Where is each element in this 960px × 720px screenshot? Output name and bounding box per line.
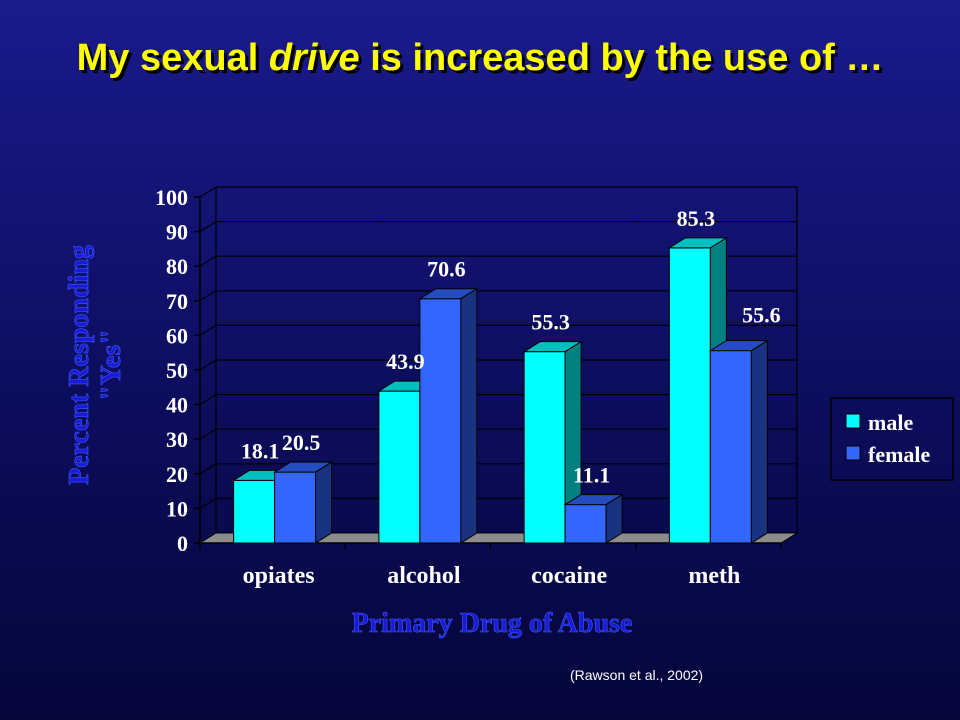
y-tick-label: 50 — [166, 358, 188, 383]
y-tick-label: 30 — [166, 427, 188, 452]
x-axis-title: Primary Drug of Abuse — [352, 608, 633, 639]
y-tick-label: 40 — [166, 393, 188, 418]
y-tick-label: 70 — [166, 289, 188, 314]
y-tick-label: 100 — [155, 185, 188, 210]
bar-side — [315, 461, 333, 544]
bar-female — [272, 461, 334, 544]
title-part2: is increased by the use of … — [359, 37, 884, 79]
title-part1: My sexual — [76, 37, 269, 79]
title-emphasis: drive — [268, 37, 360, 79]
data-label: 18.1 — [241, 438, 280, 463]
bar-front — [668, 247, 711, 544]
y-tick-label: 0 — [177, 531, 188, 556]
legend-label-female: female — [868, 442, 931, 467]
data-label: 20.5 — [282, 430, 321, 455]
bar-front — [378, 390, 421, 544]
bar-front — [709, 350, 752, 544]
bar-side — [605, 493, 623, 544]
data-label: 43.9 — [386, 349, 425, 374]
x-tick-label: cocaine — [531, 563, 607, 589]
y-tick-label: 10 — [166, 496, 188, 521]
y-axis-title-line1: Percent Responding — [64, 245, 95, 485]
data-label: 70.6 — [427, 257, 466, 282]
bar-front — [419, 298, 462, 544]
x-tick-label: opiates — [243, 563, 315, 589]
data-label: 55.6 — [742, 303, 781, 328]
data-label: 85.3 — [677, 206, 716, 231]
bar-female — [708, 339, 770, 544]
y-axis-title-group: Percent Responding "Yes" — [64, 245, 128, 485]
bar-front — [274, 471, 317, 544]
gridline-side — [199, 186, 217, 198]
bar-front — [233, 479, 276, 544]
legend-swatch-male — [845, 413, 861, 429]
gridline-side — [199, 359, 217, 371]
x-tick-label: alcohol — [387, 563, 461, 589]
legend-box — [830, 397, 954, 481]
gridline-side — [199, 324, 217, 336]
bar-female — [563, 493, 624, 544]
legend-label-male: male — [868, 410, 913, 435]
citation: (Rawson et al., 2002) — [570, 667, 704, 683]
slide-title: My sexual drive is increased by the use … — [30, 34, 930, 82]
y-tick-label: 80 — [166, 254, 188, 279]
gridline-side — [199, 290, 217, 302]
y-axis-title-line2: "Yes" — [96, 329, 127, 401]
x-tick-label: meth — [688, 563, 740, 589]
y-tick-label: 90 — [166, 220, 188, 245]
y-tick-label: 60 — [166, 323, 188, 348]
bar-female — [418, 287, 479, 544]
bar-male — [522, 340, 583, 544]
gridline-side — [199, 255, 217, 267]
data-label: 55.3 — [531, 310, 570, 335]
gridline-side — [199, 394, 217, 406]
y-tick-label: 20 — [166, 462, 188, 487]
gridline-side — [199, 497, 217, 509]
bar-side — [460, 287, 478, 544]
bar-front — [523, 351, 566, 544]
bar-front — [564, 504, 607, 544]
gridline-side — [199, 221, 217, 233]
data-label: 11.1 — [573, 463, 610, 488]
gridline-side — [199, 428, 217, 440]
bar-side — [750, 339, 768, 544]
gridline-side — [199, 463, 217, 475]
legend-swatch-female — [845, 445, 861, 461]
